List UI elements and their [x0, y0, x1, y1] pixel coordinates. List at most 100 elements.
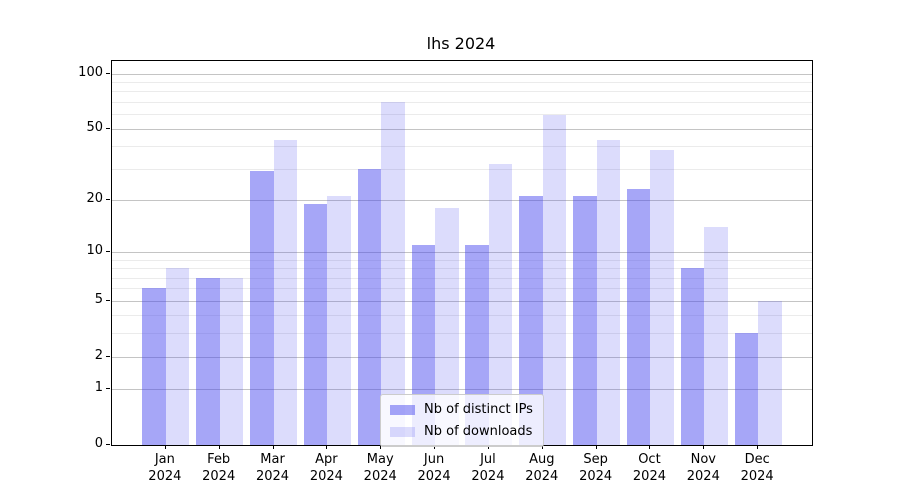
- x-tick-month: Aug: [529, 452, 555, 467]
- bar-ips: [357, 168, 382, 445]
- y-tick-label: 0: [94, 436, 103, 451]
- major-gridline: [112, 199, 812, 201]
- bar-ips: [734, 333, 759, 445]
- x-tick-year: 2024: [417, 469, 451, 484]
- bar-downloads: [435, 208, 459, 445]
- bar-downloads: [273, 140, 298, 445]
- y-tick-mark: [106, 72, 110, 74]
- bar-downloads: [327, 196, 351, 445]
- y-tick-label: 50: [86, 119, 103, 135]
- x-tick-mark: [703, 445, 705, 449]
- bar-downloads: [488, 163, 513, 445]
- x-tick-month: Feb: [207, 452, 231, 467]
- plot-area: Nb of distinct IPs Nb of downloads: [111, 60, 813, 447]
- y-tick-label: 20: [86, 190, 103, 206]
- minor-gridline: [112, 315, 812, 317]
- x-tick-label: Aug 2024: [510, 451, 574, 485]
- y-tick-mark: [106, 250, 110, 252]
- x-tick-label: Apr 2024: [294, 451, 358, 485]
- x-tick-label: Jun 2024: [402, 451, 466, 485]
- major-gridline: [112, 356, 812, 358]
- bar-ips: [573, 196, 597, 445]
- x-tick-month: Jan: [154, 452, 175, 467]
- x-tick-year: 2024: [202, 469, 236, 484]
- x-tick-mark: [487, 445, 489, 449]
- x-tick-year: 2024: [255, 469, 290, 484]
- x-tick-year: 2024: [309, 469, 343, 484]
- legend-swatch: [390, 404, 415, 415]
- minor-gridline: [112, 168, 812, 170]
- bar-downloads: [165, 268, 190, 445]
- minor-gridline: [112, 259, 812, 261]
- bar-ips: [680, 268, 705, 445]
- x-tick-month: Oct: [638, 452, 661, 467]
- x-tick-label: Dec 2024: [725, 451, 789, 485]
- major-gridline: [112, 251, 812, 253]
- x-tick-year: 2024: [632, 469, 666, 484]
- x-tick-month: Jun: [423, 452, 445, 467]
- x-tick-label: Oct 2024: [617, 451, 681, 485]
- legend-item: Nb of distinct IPs: [390, 402, 533, 417]
- x-tick-mark: [326, 445, 328, 449]
- bar-ips: [519, 196, 543, 445]
- bar-downloads: [650, 150, 674, 445]
- y-tick-mark: [106, 444, 110, 445]
- minor-gridline: [112, 288, 812, 290]
- x-tick-label: Mar 2024: [241, 451, 305, 485]
- y-tick-label: 2: [94, 347, 103, 363]
- y-tick-mark: [106, 198, 110, 200]
- minor-gridline: [112, 277, 812, 279]
- minor-gridline: [112, 114, 812, 116]
- major-gridline: [112, 389, 812, 391]
- legend-label: Nb of distinct IPs: [424, 402, 533, 417]
- x-tick-month: Nov: [690, 452, 716, 467]
- x-tick-year: 2024: [148, 469, 182, 484]
- x-tick-mark: [164, 445, 166, 449]
- y-tick-label: 100: [78, 64, 103, 80]
- y-tick-mark: [106, 388, 110, 390]
- bar-ips: [142, 288, 166, 445]
- x-tick-month: Dec: [744, 452, 770, 467]
- x-tick-label: May 2024: [348, 451, 412, 485]
- major-gridline: [112, 128, 812, 130]
- y-tick-mark: [106, 127, 110, 129]
- legend-swatch: [390, 426, 415, 437]
- x-tick-year: 2024: [471, 469, 505, 484]
- x-tick-label: Feb 2024: [187, 451, 251, 485]
- x-tick-mark: [595, 445, 597, 449]
- x-tick-mark: [757, 445, 759, 449]
- x-tick-year: 2024: [525, 469, 559, 484]
- bar-downloads: [542, 115, 567, 445]
- y-tick-label: 10: [86, 242, 103, 258]
- x-tick-year: 2024: [363, 469, 397, 484]
- x-tick-year: 2024: [686, 469, 720, 484]
- legend-label: Nb of downloads: [424, 424, 533, 439]
- x-tick-label: Sep 2024: [564, 451, 628, 485]
- x-tick-mark: [649, 445, 651, 449]
- x-tick-mark: [380, 445, 382, 449]
- bar-ips: [196, 277, 220, 445]
- x-tick-label: Nov 2024: [671, 451, 735, 485]
- x-tick-month: May: [366, 452, 394, 467]
- bar-ips: [303, 203, 328, 445]
- major-gridline: [112, 300, 812, 302]
- x-tick-label: Jul 2024: [456, 451, 520, 485]
- y-tick-mark: [106, 299, 110, 301]
- x-tick-month: Jul: [480, 452, 496, 467]
- x-tick-mark: [218, 445, 220, 449]
- x-tick-label: Jan 2024: [133, 451, 197, 485]
- y-tick-label: 1: [94, 380, 103, 396]
- bar-downloads: [596, 140, 621, 445]
- bar-ips: [250, 171, 274, 445]
- minor-gridline: [112, 268, 812, 270]
- chart-title: lhs 2024: [426, 34, 496, 53]
- bar-ips: [626, 189, 651, 445]
- x-tick-month: Mar: [260, 452, 285, 467]
- bar-downloads: [704, 227, 728, 445]
- bar-downloads: [758, 300, 782, 445]
- x-tick-mark: [272, 445, 274, 449]
- minor-gridline: [112, 146, 812, 148]
- minor-gridline: [112, 333, 812, 335]
- minor-gridline: [112, 81, 812, 83]
- x-tick-mark: [434, 445, 436, 449]
